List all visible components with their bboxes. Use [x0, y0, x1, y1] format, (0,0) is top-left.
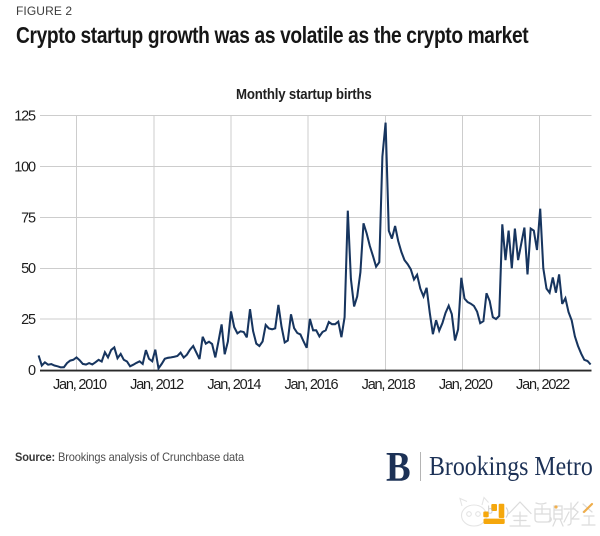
svg-text:125: 125 [14, 109, 36, 125]
svg-text:75: 75 [21, 210, 36, 226]
svg-text:Jan, 2018: Jan, 2018 [362, 377, 416, 393]
svg-text:50: 50 [21, 261, 36, 277]
svg-text:Jan, 2014: Jan, 2014 [207, 377, 261, 393]
svg-text:Jan, 2010: Jan, 2010 [53, 377, 107, 393]
svg-text:100: 100 [14, 160, 36, 176]
svg-text:25: 25 [21, 312, 36, 328]
svg-text:Jan, 2022: Jan, 2022 [516, 377, 570, 393]
svg-text:Jan, 2016: Jan, 2016 [284, 377, 338, 393]
svg-text:0: 0 [28, 363, 36, 379]
svg-text:Jan, 2012: Jan, 2012 [130, 377, 184, 393]
svg-text:Jan, 2020: Jan, 2020 [439, 377, 493, 393]
